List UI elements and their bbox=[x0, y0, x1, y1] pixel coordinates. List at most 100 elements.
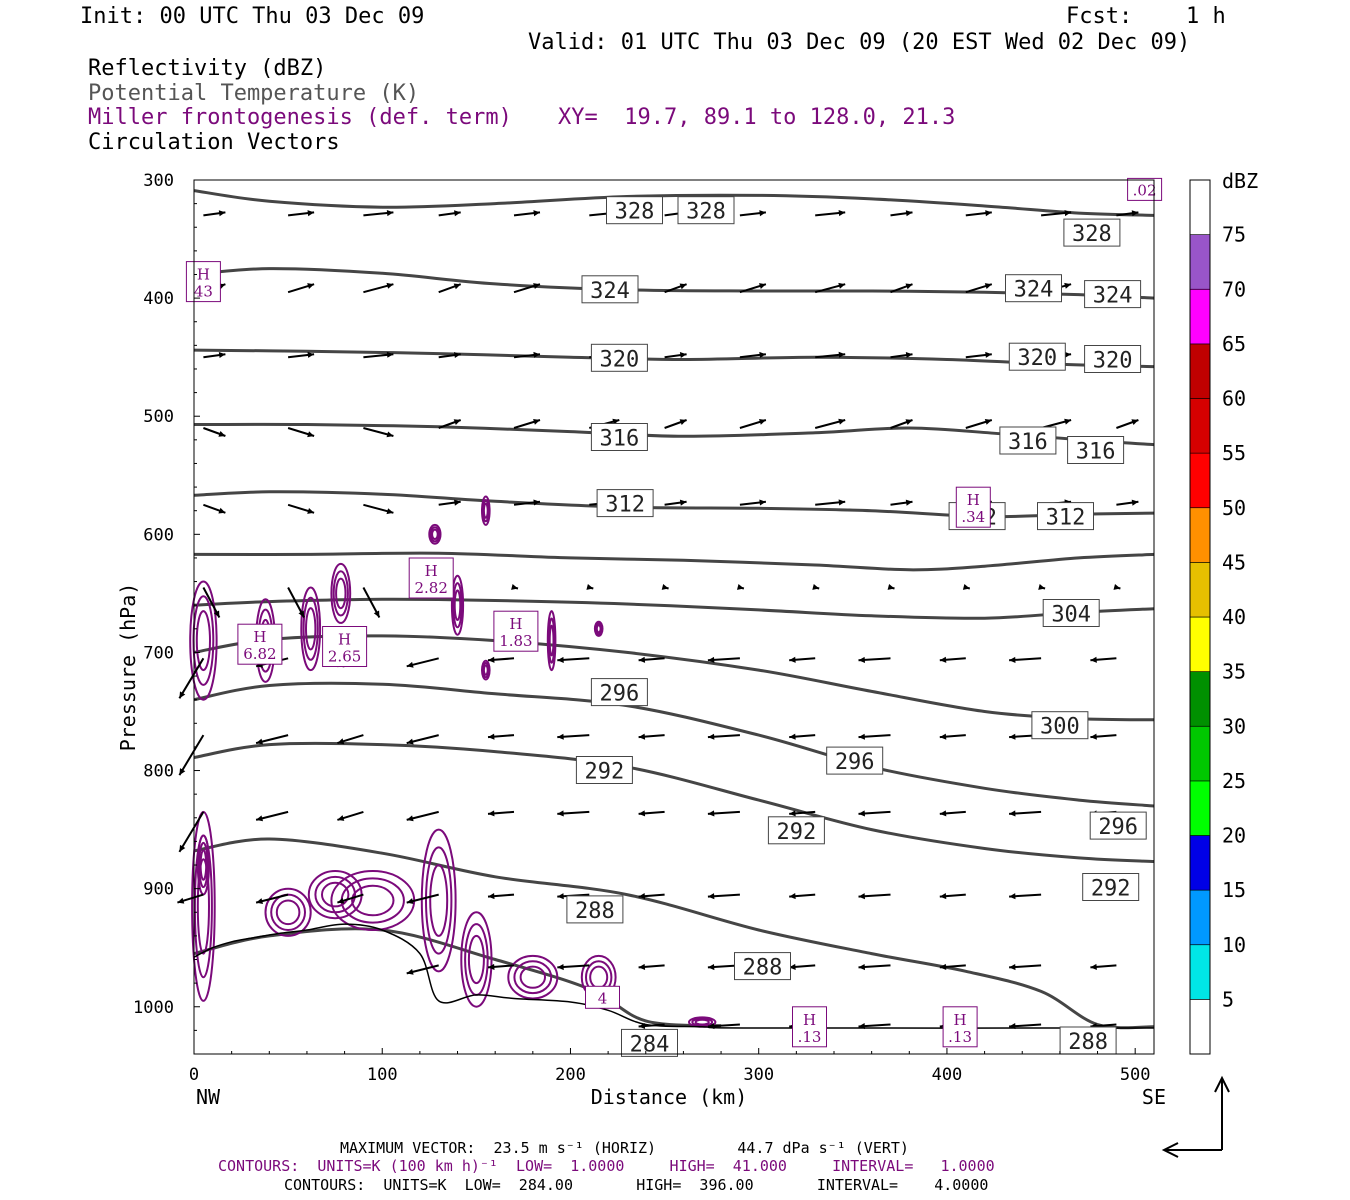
vector-arrowhead bbox=[759, 499, 766, 506]
theta-label-box bbox=[621, 1028, 678, 1057]
vector-arrowhead bbox=[905, 499, 913, 506]
fronto-high-value: 6.82 bbox=[243, 645, 276, 663]
vector-arrowhead bbox=[638, 656, 646, 663]
vector-arrowhead bbox=[759, 419, 766, 425]
fronto-contour bbox=[264, 887, 312, 937]
fronto-high-box bbox=[185, 261, 221, 303]
vector-arrowhead bbox=[177, 897, 185, 904]
theta-label: 296 bbox=[1098, 815, 1138, 840]
circulation-vector bbox=[178, 734, 205, 776]
theta-label: 320 bbox=[1093, 349, 1133, 374]
fronto-contour bbox=[513, 960, 553, 995]
fronto-contour bbox=[305, 607, 317, 651]
vector-arrowhead bbox=[638, 893, 646, 900]
vector-arrowhead bbox=[386, 508, 394, 515]
fronto-contour bbox=[452, 582, 463, 629]
vector-arrowhead bbox=[488, 733, 495, 740]
theta-label-box bbox=[767, 816, 825, 845]
vector-arrowhead bbox=[1131, 499, 1139, 506]
vector-arrowhead bbox=[218, 431, 226, 437]
fronto-contour bbox=[314, 875, 357, 914]
theta-label: 316 bbox=[1008, 430, 1048, 455]
theta-label-box bbox=[590, 678, 648, 707]
vector-arrowhead bbox=[406, 968, 414, 975]
vector-arrowhead bbox=[838, 282, 846, 289]
vector-arrowhead bbox=[905, 210, 913, 217]
fronto-contour bbox=[453, 589, 462, 622]
colorbar-segment bbox=[1189, 999, 1211, 1055]
vector-arrowhead bbox=[307, 431, 315, 438]
colorbar-frame bbox=[1189, 179, 1211, 1055]
vector-arrowhead bbox=[488, 893, 495, 900]
fronto-contour bbox=[429, 864, 449, 937]
colorbar-label: 15 bbox=[1222, 878, 1246, 902]
fronto-high-box bbox=[493, 610, 539, 652]
fronto-contour bbox=[425, 846, 453, 955]
fronto-contour bbox=[519, 965, 546, 989]
vector-arrowhead bbox=[707, 733, 715, 740]
vector-arrowhead bbox=[1064, 210, 1072, 217]
fronto-contour bbox=[482, 664, 489, 676]
colorbar-label: 55 bbox=[1222, 441, 1246, 465]
vector-arrowhead bbox=[218, 210, 226, 217]
valid-time: Valid: 01 UTC Thu 03 Dec 09 (20 EST Wed … bbox=[528, 30, 1191, 55]
left-end-label: NW bbox=[196, 1085, 221, 1109]
theta-label: 296 bbox=[600, 682, 640, 707]
vector-arrowhead bbox=[406, 738, 414, 745]
theta-label: 312 bbox=[605, 493, 645, 518]
forecast-label: Fcst: bbox=[1066, 4, 1133, 29]
vector-arrowhead bbox=[454, 352, 461, 358]
vector-arrowhead bbox=[679, 499, 687, 506]
fronto-contour bbox=[482, 502, 489, 519]
theta-contour-328 bbox=[193, 189, 1155, 217]
vector-arrowhead bbox=[1090, 733, 1097, 740]
plot-frame bbox=[193, 179, 1155, 1055]
vector-arrowhead bbox=[1064, 282, 1072, 289]
theta-label: 288 bbox=[743, 956, 783, 981]
theta-contour-284 bbox=[193, 927, 722, 1028]
theta-label-box bbox=[999, 426, 1057, 455]
vector-arrowhead bbox=[838, 499, 846, 506]
vector-arrowhead bbox=[707, 656, 715, 663]
colorbar-segment bbox=[1189, 725, 1211, 782]
vector-arrowhead bbox=[887, 584, 895, 590]
fronto-high-box bbox=[955, 486, 991, 528]
vector-arrowhead bbox=[488, 656, 495, 663]
vector-arrowhead bbox=[406, 661, 414, 668]
theta-label-box bbox=[1084, 345, 1142, 373]
theta-label: 288 bbox=[1068, 1030, 1108, 1055]
vector-arrowhead bbox=[1090, 656, 1097, 663]
vector-arrowhead bbox=[307, 283, 315, 289]
vector-arrowhead bbox=[557, 656, 564, 663]
vector-arrowhead bbox=[373, 610, 380, 618]
vector-arrowhead bbox=[488, 810, 495, 817]
cross-section-endpoints: XY= 19.7, 89.1 to 128.0, 21.3 bbox=[558, 105, 956, 130]
fronto-high-value: .34 bbox=[961, 508, 985, 526]
vector-arrowhead bbox=[386, 282, 394, 289]
field-vectors: Circulation Vectors bbox=[88, 130, 340, 155]
vector-arrowhead bbox=[1009, 893, 1016, 900]
fronto-high-marker: H bbox=[197, 266, 210, 284]
theta-label: 300 bbox=[1040, 715, 1080, 740]
theta-label-box bbox=[734, 952, 791, 981]
fronto-contour bbox=[429, 526, 441, 543]
vector-arrowhead bbox=[218, 352, 226, 358]
vector-arrowhead bbox=[453, 419, 461, 425]
forecast-value: 1 h bbox=[1186, 4, 1226, 29]
theta-label-box bbox=[575, 756, 633, 784]
vector-arrowhead bbox=[179, 691, 186, 699]
vector-arrowhead bbox=[1064, 418, 1072, 425]
vector-arrowhead bbox=[307, 508, 315, 514]
theta-label: 316 bbox=[1076, 440, 1116, 465]
field-reflectivity: Reflectivity (dBZ) bbox=[88, 56, 327, 81]
fronto-contour bbox=[195, 610, 211, 672]
vector-arrowhead bbox=[557, 893, 564, 900]
theta-label-box bbox=[590, 343, 648, 372]
vector-arrowhead bbox=[533, 283, 540, 289]
vector-arrowhead bbox=[307, 210, 315, 217]
fronto-high-marker: H bbox=[425, 562, 438, 580]
vector-arrowhead bbox=[557, 733, 564, 740]
colorbar-title: dBZ bbox=[1222, 169, 1258, 193]
colorbar-segment bbox=[1189, 616, 1211, 672]
theta-label-box bbox=[606, 196, 663, 225]
